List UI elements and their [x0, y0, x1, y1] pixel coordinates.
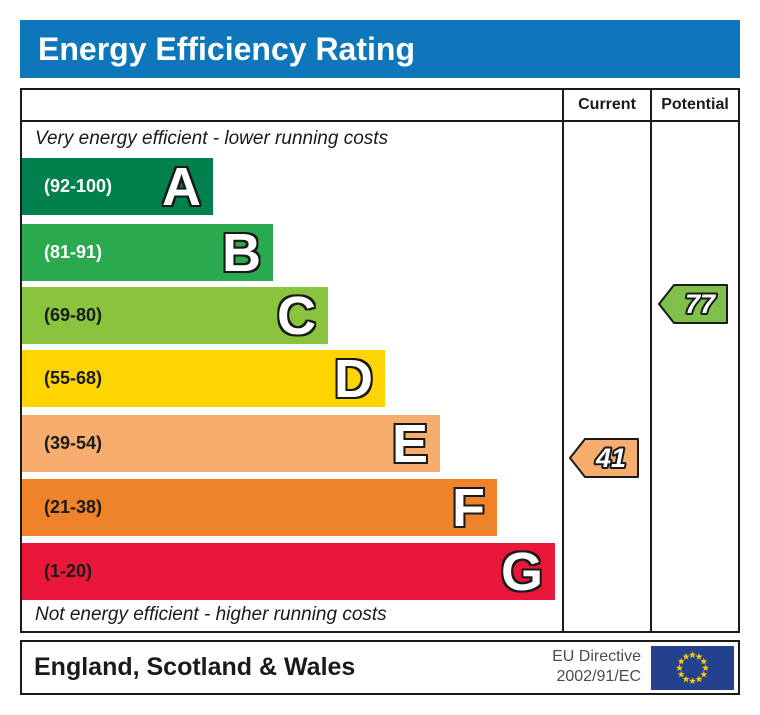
current-rating-arrow: 41 [569, 438, 639, 478]
efficient-note: Very energy efficient - lower running co… [35, 128, 389, 149]
band-c-range: (69-80) [44, 305, 103, 325]
current-arrow-shape [569, 438, 639, 478]
band-f-letter: F [452, 477, 485, 538]
title-bar: Energy Efficiency Rating [20, 20, 740, 78]
potential-rating-arrow: 77 [658, 284, 728, 324]
band-c: (69-80) C [22, 287, 328, 344]
potential-arrow-shape [658, 284, 728, 324]
band-a-range: (92-100) [44, 176, 113, 196]
current-rating-value: 41 [595, 443, 626, 473]
band-f: (21-38) F [22, 479, 497, 536]
current-column-header: Current [578, 96, 636, 113]
potential-rating-value: 77 [685, 289, 717, 319]
eu-flag-icon [651, 645, 734, 690]
potential-column-header: Potential [661, 96, 729, 113]
footer-bar: England, Scotland & Wales EU Directive 2… [20, 640, 740, 695]
eu-directive-line1: EU Directive [552, 647, 641, 665]
band-e: (39-54) E [22, 415, 440, 472]
page-title: Energy Efficiency Rating [38, 30, 415, 67]
inefficient-note: Not energy efficient - higher running co… [35, 604, 387, 625]
band-e-range: (39-54) [44, 433, 103, 453]
band-f-range: (21-38) [44, 497, 103, 517]
eu-directive-line2: 2002/91/EC [556, 668, 641, 686]
band-d-range: (55-68) [44, 368, 103, 388]
current-column-divider [562, 90, 564, 631]
potential-column-divider [650, 90, 652, 631]
eu-directive-label: EU Directive 2002/91/EC [552, 647, 641, 689]
band-d: (55-68) D [22, 350, 385, 407]
band-g-range: (1-20) [44, 561, 93, 581]
region-label: England, Scotland & Wales [34, 653, 356, 681]
band-g: (1-20) G [22, 543, 555, 600]
band-e-letter: E [391, 413, 428, 474]
band-b-range: (81-91) [44, 242, 103, 262]
band-a-letter: A [162, 156, 201, 217]
band-d-letter: D [334, 348, 373, 409]
band-b: (81-91) B [22, 224, 273, 281]
rating-table: Current Potential Very energy efficient … [20, 88, 740, 633]
band-c-letter: C [277, 285, 316, 346]
header-divider [22, 120, 738, 122]
band-b-letter: B [222, 222, 261, 283]
band-a: (92-100) A [22, 158, 213, 215]
band-g-letter: G [500, 541, 543, 602]
eu-flag-stars [675, 650, 710, 684]
